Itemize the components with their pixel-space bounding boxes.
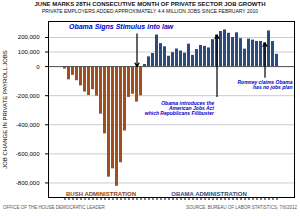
- svg-text:100,000: 100,000: [18, 49, 40, 55]
- svg-text:-800,000: -800,000: [16, 180, 40, 186]
- svg-text:-200,000: -200,000: [16, 93, 40, 99]
- svg-text:OBAMA ADMINISTRATION: OBAMA ADMINISTRATION: [171, 191, 246, 197]
- svg-text:BUSH ADMINISTRATION: BUSH ADMINISTRATION: [66, 191, 136, 197]
- html-text:JUNE MARKS 28TH CONSECUTIVE MO: JUNE MARKS 28TH CONSECUTIVE MONTH OF PRI…: [34, 1, 266, 7]
- html-text:OFFICE OF THE HOUSE DEMOCRATIC: OFFICE OF THE HOUSE DEMOCRATIC LEADER: [3, 205, 105, 210]
- svg-text:-400,000: -400,000: [16, 122, 40, 128]
- svg-text:Obama Signs Stimulus into law: Obama Signs Stimulus into law: [69, 23, 174, 31]
- html-text:PRIVATE EMPLOYERS ADDED APPROX: PRIVATE EMPLOYERS ADDED APPROXIMATELY 4.…: [42, 8, 258, 14]
- svg-text:0: 0: [36, 64, 40, 70]
- svg-text:-600,000: -600,000: [16, 151, 40, 157]
- svg-text:200,000: 200,000: [18, 34, 40, 40]
- svg-text:Obama introduces theAmerican J: Obama introduces theAmerican Jobs Actwhi…: [145, 100, 215, 116]
- svg-text:JOB CHANGE IN PRIVATE PAYROLL: JOB CHANGE IN PRIVATE PAYROLL JOBS: [2, 50, 8, 169]
- svg-text:Romney claims Obamahas no jobs: Romney claims Obamahas no jobs plan: [237, 79, 292, 90]
- html-text:SOURCE: BUREAU OF LABOR STATIS: SOURCE: BUREAU OF LABOR STATISTICS, 7/6/…: [185, 205, 297, 210]
